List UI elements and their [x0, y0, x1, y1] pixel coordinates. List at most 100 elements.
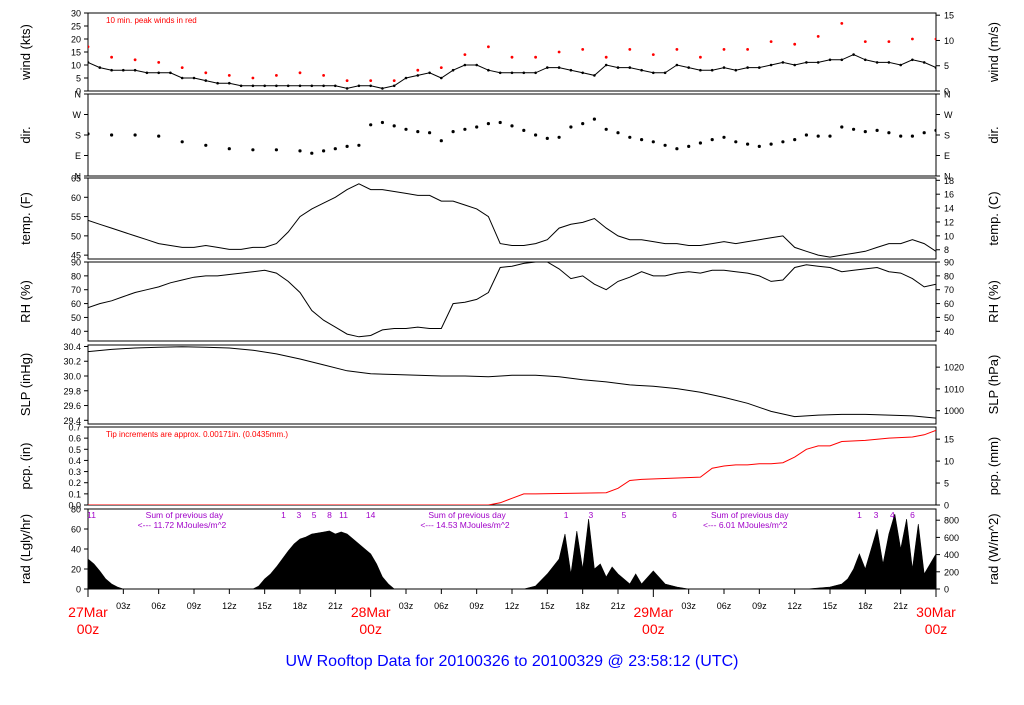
wind-peak-point	[322, 74, 325, 77]
rad-daily-label: Sum of previous day	[711, 510, 789, 520]
wind-point	[899, 63, 902, 67]
wind-point	[616, 66, 620, 69]
x-hour-label: 09z	[469, 601, 484, 611]
rh-right-tick-label: 90	[944, 258, 954, 268]
wind-point	[392, 84, 396, 88]
wind-point	[781, 61, 785, 64]
slp-right-tick-label: 1010	[944, 384, 964, 394]
dir-point	[227, 147, 231, 151]
pcp-note: Tip increments are approx. 0.00171in. (0…	[106, 430, 288, 439]
wind-point	[699, 68, 702, 72]
x-hour-label: 21z	[328, 601, 343, 611]
slp-right-tick-label: 1020	[944, 363, 964, 373]
wind-point	[381, 87, 384, 90]
wind-right-tick-label: 5	[944, 61, 949, 71]
x-hour-label: 06z	[434, 601, 449, 611]
temp-left-tick-label: 45	[71, 251, 81, 261]
slp-left-tick-label: 29.6	[63, 401, 81, 411]
wind-point	[310, 84, 314, 88]
dir-point	[651, 140, 655, 144]
dir-point	[404, 127, 408, 131]
dir-point	[934, 128, 936, 132]
wind-point	[157, 71, 160, 75]
wind-left-tick-label: 25	[71, 22, 81, 32]
dir-right-tick-label: E	[944, 151, 950, 161]
x-hour-label: 03z	[681, 601, 696, 611]
rh-left-tick-label: 40	[71, 327, 81, 337]
slp-right-tick-label: 1000	[944, 406, 964, 416]
dir-point	[345, 144, 349, 148]
wind-point	[534, 71, 537, 75]
x-hour-label: 03z	[399, 601, 414, 611]
x-day-hour: 00z	[359, 621, 382, 637]
x-hour-label: 03z	[116, 601, 131, 611]
dir-point	[781, 140, 785, 144]
x-hour-label: 15z	[257, 601, 272, 611]
panel-slp: SLP (inHg) SLP (hPa) 29.4 29.6 29.8 30.0 30.2 3…	[18, 342, 1001, 426]
wind-peak-point	[816, 35, 820, 38]
dir-point	[616, 131, 620, 135]
dir-point	[640, 138, 644, 142]
dir-point	[910, 134, 915, 138]
rh-right-tick-label: 50	[944, 313, 954, 323]
dir-right-tick-label: N	[944, 172, 951, 182]
pcp-right-tick-label: 15	[944, 435, 954, 445]
dir-left-tick-label: E	[75, 151, 81, 161]
wind-point	[840, 58, 844, 62]
dir-point	[475, 125, 479, 129]
panel-rad: rad (Lgly/hr) rad (W/m^2)0204060800200400…	[18, 505, 1001, 595]
wind-peak-point	[557, 50, 561, 54]
wind-right-tick-label: 0	[944, 87, 949, 97]
rh-left-tick-label: 80	[71, 271, 81, 281]
temp-right-tick-label: 14	[944, 204, 954, 214]
rad-hour-mark: 1	[857, 510, 862, 520]
slp-frame	[87, 344, 937, 425]
wind-left-tick-label: 20	[71, 35, 81, 45]
wind-point	[145, 71, 149, 75]
dir-point	[310, 151, 314, 155]
pcp-frame	[87, 426, 937, 506]
rad-left-tick-label: 80	[71, 505, 81, 515]
wind-peak-point	[887, 40, 891, 43]
temp-right-tick-label: 8	[944, 245, 949, 255]
rh-right-tick-label: 80	[944, 271, 954, 281]
x-hour-label: 15z	[823, 601, 838, 611]
dir-point	[380, 120, 384, 125]
wind-point	[593, 74, 596, 77]
dir-point	[899, 134, 903, 138]
wind-peak-point	[769, 40, 773, 43]
dir-point	[510, 124, 514, 128]
temp-left-tick-label: 50	[71, 231, 81, 241]
pcp-right-tick-label: 0	[944, 501, 949, 511]
wind-left-tick-label: 10	[71, 61, 81, 71]
wind-point	[88, 61, 90, 64]
pcp-right-tick-label: 10	[944, 457, 954, 467]
dir-point	[734, 140, 738, 144]
wind-point	[322, 84, 325, 88]
wind-right-tick-label: 10	[944, 36, 954, 46]
wind-point	[934, 66, 936, 69]
wind-peak-point	[510, 55, 514, 59]
rh-left-tick-label: 70	[71, 285, 81, 295]
x-hour-label: 18z	[575, 601, 590, 611]
rad-hour-mark: 1	[564, 510, 569, 520]
wind-point	[498, 71, 502, 75]
chart-title: UW Rooftop Data for 20100326 to 20100329…	[286, 653, 739, 670]
rad-daily-label: Sum of previous day	[146, 510, 224, 520]
wind-peak-point	[110, 55, 113, 59]
dir-point	[557, 135, 561, 139]
wind-point	[286, 84, 290, 88]
temp-frame	[87, 177, 937, 260]
rad-hour-mark: 6	[910, 510, 915, 520]
wind-point	[922, 61, 926, 64]
wind-peak-point	[840, 22, 844, 25]
dir-right-tick-label: N	[944, 90, 951, 100]
wind-point	[828, 58, 832, 62]
wind-peak-point	[180, 66, 184, 69]
dir-left-tick-label: N	[75, 172, 82, 182]
wind-point	[216, 81, 219, 85]
rh-right-tick-label: 60	[944, 299, 954, 309]
dir-point	[204, 143, 208, 147]
wind-point	[769, 63, 773, 67]
